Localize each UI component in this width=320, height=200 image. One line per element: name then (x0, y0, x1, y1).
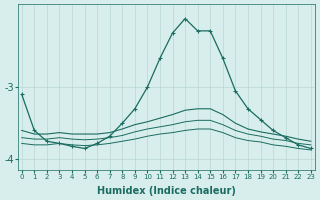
X-axis label: Humidex (Indice chaleur): Humidex (Indice chaleur) (97, 186, 236, 196)
